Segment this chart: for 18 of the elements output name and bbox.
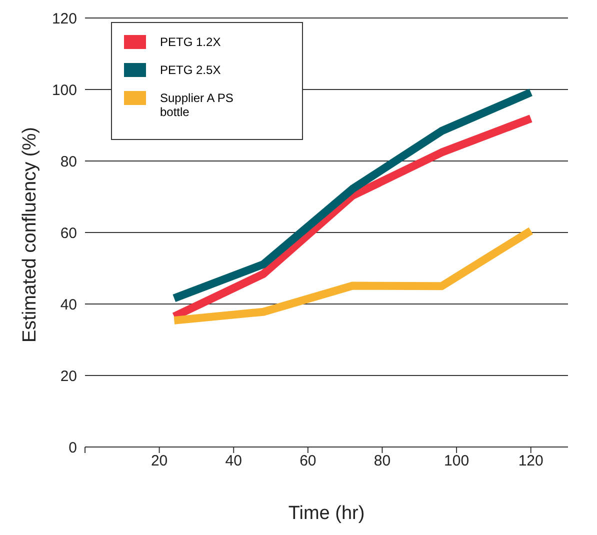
x-tick-label: 60 — [300, 452, 316, 470]
x-axis-title: Time (hr) — [288, 503, 365, 524]
y-tick-label: 80 — [60, 153, 77, 170]
y-tick-label: 40 — [60, 296, 77, 314]
y-tick-label: 0 — [68, 439, 77, 456]
legend-label: PETG 2.5X — [160, 63, 222, 77]
x-tick-label: 100 — [444, 452, 470, 470]
x-tick-label: 80 — [374, 452, 391, 470]
x-tick-label: 120 — [518, 452, 544, 470]
y-tick-label: 120 — [52, 10, 77, 28]
x-tick-label: 40 — [225, 452, 242, 470]
y-tick-label: 20 — [60, 368, 77, 385]
y-tick-label: 60 — [60, 224, 77, 242]
y-axis-title: Estimated confluency (%) — [20, 127, 41, 342]
legend-label: Supplier A PS bottle — [160, 91, 234, 119]
y-tick-label: 100 — [52, 82, 77, 99]
legend-label: PETG 1.2X — [160, 35, 222, 49]
x-tick-label: 20 — [150, 452, 168, 470]
